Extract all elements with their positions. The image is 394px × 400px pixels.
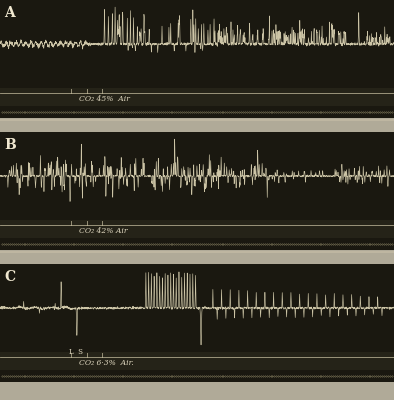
Text: CO₂ 42% Air: CO₂ 42% Air: [79, 227, 127, 235]
Text: A: A: [4, 6, 15, 20]
Text: CO₂ 6·3%  Air.: CO₂ 6·3% Air.: [79, 359, 134, 367]
Text: B: B: [4, 138, 16, 152]
Text: C: C: [4, 270, 15, 284]
Text: CO₂ 45%  Air: CO₂ 45% Air: [79, 95, 130, 103]
Text: L  S: L S: [69, 348, 83, 356]
